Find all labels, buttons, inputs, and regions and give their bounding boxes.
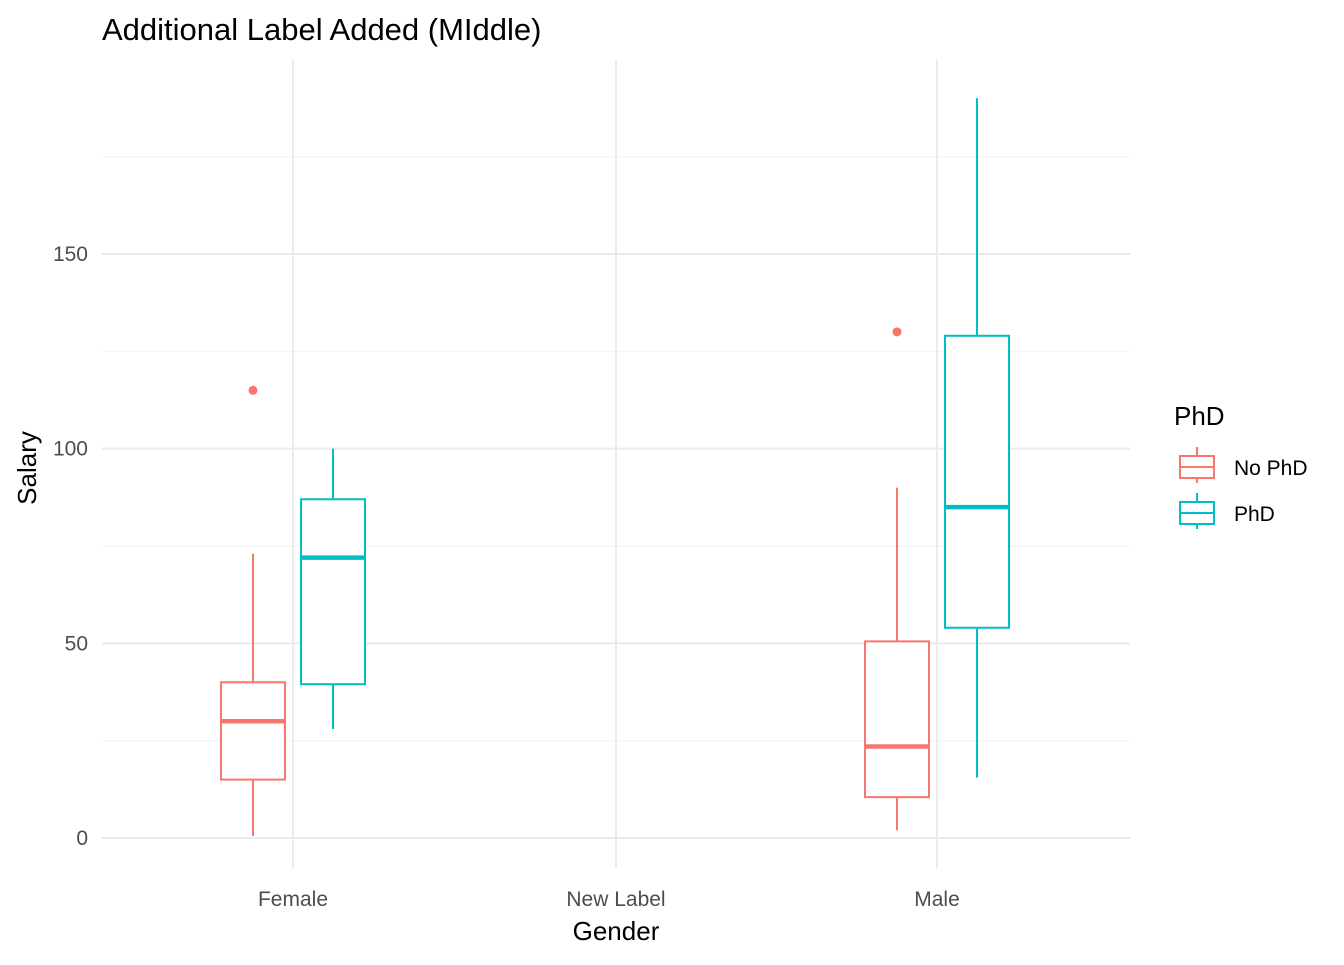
y-tick-label: 100: [53, 438, 88, 461]
y-tick-label: 0: [76, 827, 88, 850]
outlier-point: [248, 385, 258, 395]
box: [864, 640, 930, 799]
x-tick-label: Male: [914, 888, 960, 911]
box: [220, 681, 286, 781]
grid: [102, 60, 1130, 868]
box-plot-phd-female: [300, 448, 366, 729]
legend: PhD No PhD PhD: [1174, 401, 1308, 529]
legend-item: PhD: [1179, 493, 1275, 529]
y-tick-label: 150: [53, 243, 88, 266]
chart-title: Additional Label Added (MIddle): [102, 12, 541, 47]
y-tick-label: 50: [65, 632, 88, 655]
outlier-point: [892, 327, 902, 337]
legend-item: No PhD: [1179, 447, 1308, 483]
x-axis-title: Gender: [573, 916, 660, 946]
box: [944, 334, 1010, 629]
box-plot-no-phd-male: [864, 327, 930, 831]
box: [300, 498, 366, 686]
box-plots: [220, 98, 1010, 837]
legend-entries: No PhD PhD: [1179, 447, 1308, 529]
box-plot-no-phd-female: [220, 385, 286, 837]
legend-label: PhD: [1234, 503, 1275, 526]
x-tick-label: Female: [258, 888, 328, 911]
x-axis-ticks: Female New Label Male: [258, 888, 960, 911]
box-plot-phd-male: [944, 98, 1010, 778]
y-axis-ticks: 0 50 100 150: [53, 243, 88, 850]
legend-title: PhD: [1174, 401, 1225, 431]
legend-label: No PhD: [1234, 457, 1308, 480]
x-tick-label: New Label: [566, 888, 665, 911]
y-axis-title: Salary: [12, 431, 42, 505]
